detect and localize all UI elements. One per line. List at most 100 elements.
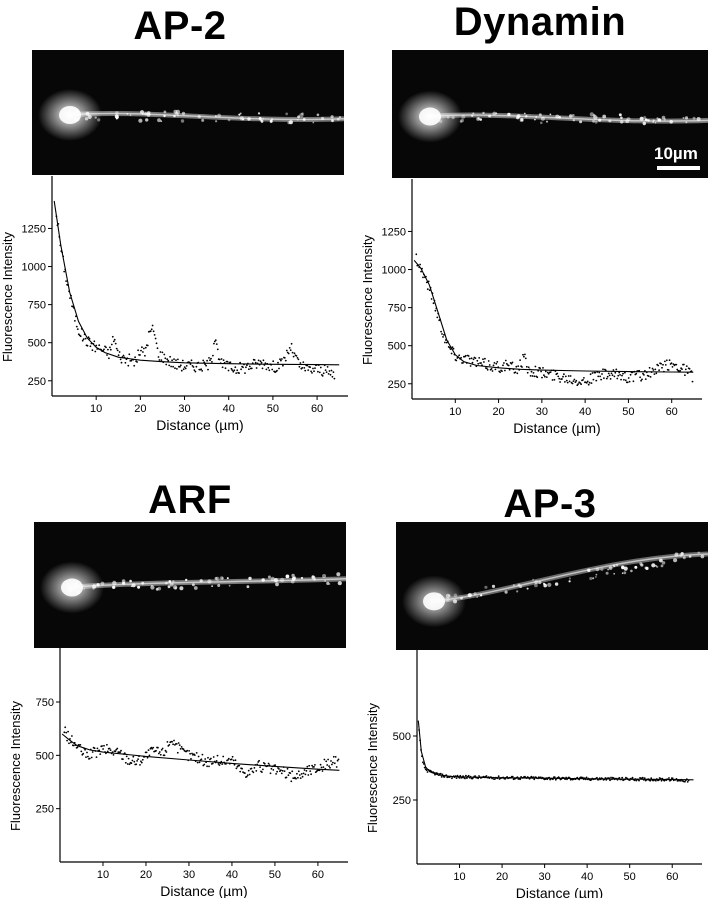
data-point: [120, 749, 122, 752]
punctum: [594, 120, 598, 124]
data-point: [553, 776, 556, 779]
data-point: [455, 777, 458, 779]
data-point: [179, 364, 182, 367]
data-point: [684, 368, 687, 371]
data-point: [335, 766, 338, 768]
data-point: [276, 369, 278, 372]
data-point: [253, 767, 256, 769]
data-point: [545, 376, 548, 378]
data-point: [525, 365, 528, 368]
data-point: [516, 372, 519, 375]
data-point: [288, 347, 291, 349]
data-point: [131, 759, 134, 762]
data-point: [310, 370, 312, 373]
data-point: [327, 373, 330, 375]
x-tick-label: 40: [579, 406, 591, 418]
x-tick-label: 50: [622, 406, 634, 418]
data-point: [233, 369, 236, 372]
data-point: [602, 368, 604, 371]
data-point: [330, 760, 332, 762]
punctum: [326, 581, 330, 585]
data-point: [486, 368, 489, 371]
micrograph: [34, 522, 346, 648]
data-point: [586, 380, 589, 383]
data-point: [319, 366, 322, 369]
data-point: [287, 774, 290, 777]
data-point: [144, 346, 147, 349]
data-point: [255, 367, 258, 369]
data-point: [329, 766, 331, 769]
punctum: [555, 114, 560, 119]
data-point: [74, 320, 76, 322]
punctum: [592, 120, 595, 123]
data-point: [144, 354, 146, 357]
data-point: [127, 364, 130, 367]
punctum: [620, 120, 624, 124]
data-point: [573, 378, 576, 381]
data-point: [536, 376, 539, 379]
punctum: [267, 575, 271, 579]
data-point: [320, 766, 323, 769]
x-tick-label: 40: [226, 869, 238, 881]
data-point: [449, 348, 452, 350]
y-tick-label: 750: [388, 303, 406, 315]
data-point: [558, 377, 561, 380]
punctum: [322, 574, 327, 578]
punctum: [652, 119, 655, 122]
y-axis-label: Fluorescence Intensity: [0, 231, 15, 362]
data-point: [226, 360, 229, 363]
data-point: [510, 362, 513, 365]
data-point: [105, 346, 107, 349]
x-tick-label: 30: [183, 869, 195, 881]
data-point: [317, 370, 319, 373]
data-point: [109, 749, 112, 751]
punctum: [612, 564, 616, 568]
data-point: [158, 359, 161, 361]
data-point: [325, 371, 328, 373]
data-point: [232, 759, 235, 762]
data-point: [128, 763, 131, 766]
data-point: [218, 764, 221, 766]
data-point: [206, 359, 209, 362]
punctum: [217, 113, 222, 118]
data-point: [240, 368, 243, 371]
data-point: [291, 770, 294, 773]
data-point: [300, 773, 303, 775]
data-point: [557, 375, 560, 378]
data-point: [178, 744, 181, 746]
data-point: [623, 378, 625, 381]
x-axis-label: Distance (µm): [156, 417, 243, 433]
punctum: [227, 118, 231, 122]
punctum: [167, 585, 171, 589]
data-point: [661, 366, 663, 369]
x-tick-label: 30: [536, 406, 548, 418]
data-point: [303, 367, 306, 369]
data-point: [289, 772, 292, 774]
data-point: [181, 359, 184, 362]
punctum: [181, 111, 186, 115]
data-point: [444, 341, 446, 344]
punctum: [674, 552, 679, 557]
data-point: [245, 775, 248, 778]
data-point: [246, 364, 248, 367]
punctum: [589, 112, 594, 117]
data-point: [487, 360, 490, 362]
data-point: [284, 359, 287, 362]
data-point: [242, 366, 244, 369]
data-point: [568, 380, 571, 383]
data-point: [208, 765, 210, 768]
data-point: [615, 368, 618, 371]
data-point: [176, 368, 178, 370]
data-point: [171, 359, 174, 362]
data-point: [652, 369, 655, 371]
data-point: [441, 333, 443, 335]
data-point: [654, 368, 657, 371]
data-point: [638, 779, 640, 782]
y-tick-label: 500: [393, 731, 411, 743]
data-point: [452, 347, 455, 350]
y-tick-label: 250: [36, 804, 54, 816]
data-point: [268, 369, 271, 372]
punctum: [238, 113, 241, 116]
punctum: [697, 551, 700, 554]
data-point: [474, 775, 477, 777]
